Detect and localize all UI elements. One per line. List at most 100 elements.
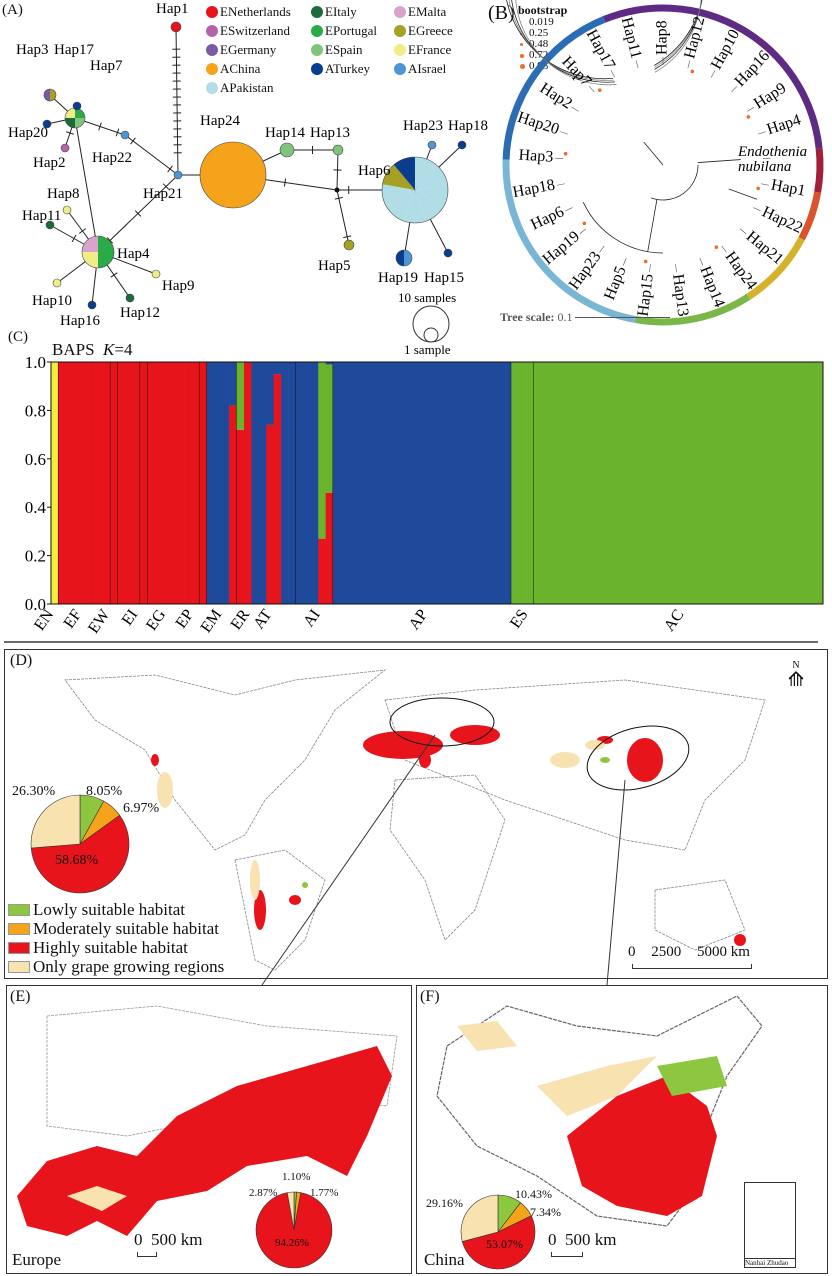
- grape-region: [585, 740, 605, 750]
- tip-branch: [556, 183, 565, 186]
- admixture-bar-ai: [303, 362, 312, 604]
- node-slice: [65, 108, 75, 118]
- tree-tip-label: Hap2: [537, 80, 575, 113]
- legend-label: ENetherlands: [220, 4, 291, 19]
- tip-branch: [610, 70, 616, 78]
- group-label-ep: EP: [173, 606, 198, 631]
- admixture-bar-ai: [310, 362, 319, 604]
- tree-tip-label: Hap13: [669, 273, 691, 317]
- admixture-bar-er: [206, 362, 215, 604]
- china-map: [436, 995, 763, 1227]
- admixture-bar-ep: [169, 362, 178, 604]
- panel-d-label: (D): [10, 652, 33, 669]
- pie-world-low-label: 8.05%: [86, 784, 123, 799]
- haplotype-label: Hap20: [8, 125, 48, 141]
- highly-suitable-region: [734, 934, 746, 946]
- admixture-bar-em: [199, 362, 208, 604]
- highly-suitable-region: [151, 754, 159, 766]
- inset-label: Nanhai Zhudao: [745, 1258, 795, 1267]
- haplotype-label: Hap7: [90, 58, 123, 74]
- haplotype-label: Hap19: [378, 270, 418, 286]
- tree-tip-label: Hap19: [539, 228, 583, 268]
- haplotype-label: Hap5: [318, 258, 351, 274]
- haplotype-label: Hap24: [200, 113, 240, 129]
- tip-branch: [675, 264, 677, 273]
- grape-region: [550, 752, 580, 768]
- tip-branch: [687, 60, 691, 69]
- lowly-suitable-region: [302, 882, 308, 888]
- admixture-bar-ew: [110, 362, 119, 604]
- tip-branch: [560, 131, 568, 135]
- pie-slice-2: [30, 814, 130, 894]
- admixture-bar-es: [511, 362, 519, 604]
- legend-dot: [206, 25, 218, 37]
- legend-dot: [206, 44, 218, 56]
- tip-branch: [710, 70, 716, 78]
- y-tick-label: 0.4: [25, 498, 47, 517]
- mutation-tick: [283, 178, 287, 187]
- node-slice: [415, 184, 449, 207]
- haplotype-node-hap10: [52, 278, 62, 288]
- node-outline: [381, 156, 449, 224]
- haplotype-label: Hap22: [92, 150, 132, 166]
- network-edge: [175, 26, 179, 176]
- node-slice: [98, 252, 114, 268]
- tree-tip-label: Hap4: [765, 111, 803, 138]
- group-label-at: AT: [250, 606, 275, 632]
- admixture-bar-ac: [533, 362, 824, 604]
- china-scale-bar: [551, 1252, 583, 1257]
- haplotype-label: Hap18: [448, 118, 488, 134]
- node-outline: [43, 88, 57, 102]
- haplotype-label: Hap23: [403, 118, 443, 134]
- node-slice: [403, 190, 427, 223]
- legend-moderate: Moderately suitable habitat: [8, 919, 219, 938]
- pie-china-moderate-label: 7.34%: [530, 1205, 561, 1219]
- mutation-tick: [167, 165, 173, 173]
- haplotype-node-hap5: [343, 239, 355, 251]
- tree-tip-label: Hap21: [743, 228, 787, 268]
- tree-tip-label: Hap11: [618, 15, 645, 60]
- node-slice: [393, 157, 415, 190]
- haplotype-node-hap8: [62, 205, 72, 215]
- clade-ring-arc: [814, 148, 824, 193]
- mutation-tick: [78, 228, 87, 234]
- haplotype-label: Hap16: [60, 313, 100, 329]
- legend-label: EGreece: [408, 23, 453, 38]
- bootstrap-dot: [690, 69, 695, 74]
- bootstrap-dot: [597, 88, 602, 92]
- tree-tip-label: Hap23: [566, 249, 605, 294]
- europe-highlight-ellipse: [389, 697, 495, 747]
- y-tick-label: 0.0: [25, 595, 46, 614]
- pie-china-high-label: 53.07%: [486, 1237, 523, 1251]
- haplotype-node-hap13: [332, 144, 344, 156]
- legend-label: AChina: [220, 61, 261, 76]
- pie-slice-3: [460, 1194, 499, 1242]
- legend-dot: [206, 63, 218, 75]
- mutation-tick: [162, 183, 170, 190]
- tree-branch-arc: [515, 0, 702, 86]
- legend-label: ESwitzerland: [220, 23, 291, 38]
- admixture-bar-ai: [318, 362, 326, 539]
- xinjiang-grape-region: [457, 1021, 517, 1051]
- tree-branch: [643, 141, 664, 166]
- panel-b-label: (B): [488, 2, 515, 24]
- legend-label: EGermany: [220, 42, 277, 57]
- baps-title: BAPS K=4: [52, 340, 132, 360]
- haplotype-node-hap17: [72, 101, 82, 111]
- pie-world-high-label: 58.68%: [55, 853, 99, 868]
- clade-ring-arc: [798, 191, 822, 241]
- node-slice: [82, 236, 98, 252]
- network-edge: [336, 189, 350, 246]
- europe-map: [17, 1005, 398, 1236]
- pie-slice-3: [30, 794, 81, 849]
- admixture-bar-ef: [102, 362, 111, 604]
- y-tick-label: 0.2: [25, 547, 46, 566]
- admixture-bar-ef: [95, 362, 104, 604]
- world-scale-labels: 0 2500 5000 km: [628, 944, 750, 960]
- tree-tip-label: Hap9: [751, 80, 789, 113]
- scale-circle-small: [423, 327, 439, 343]
- network-edge: [124, 134, 179, 176]
- china-highlight-ellipse: [586, 725, 690, 791]
- clade-ring-arc: [502, 159, 637, 324]
